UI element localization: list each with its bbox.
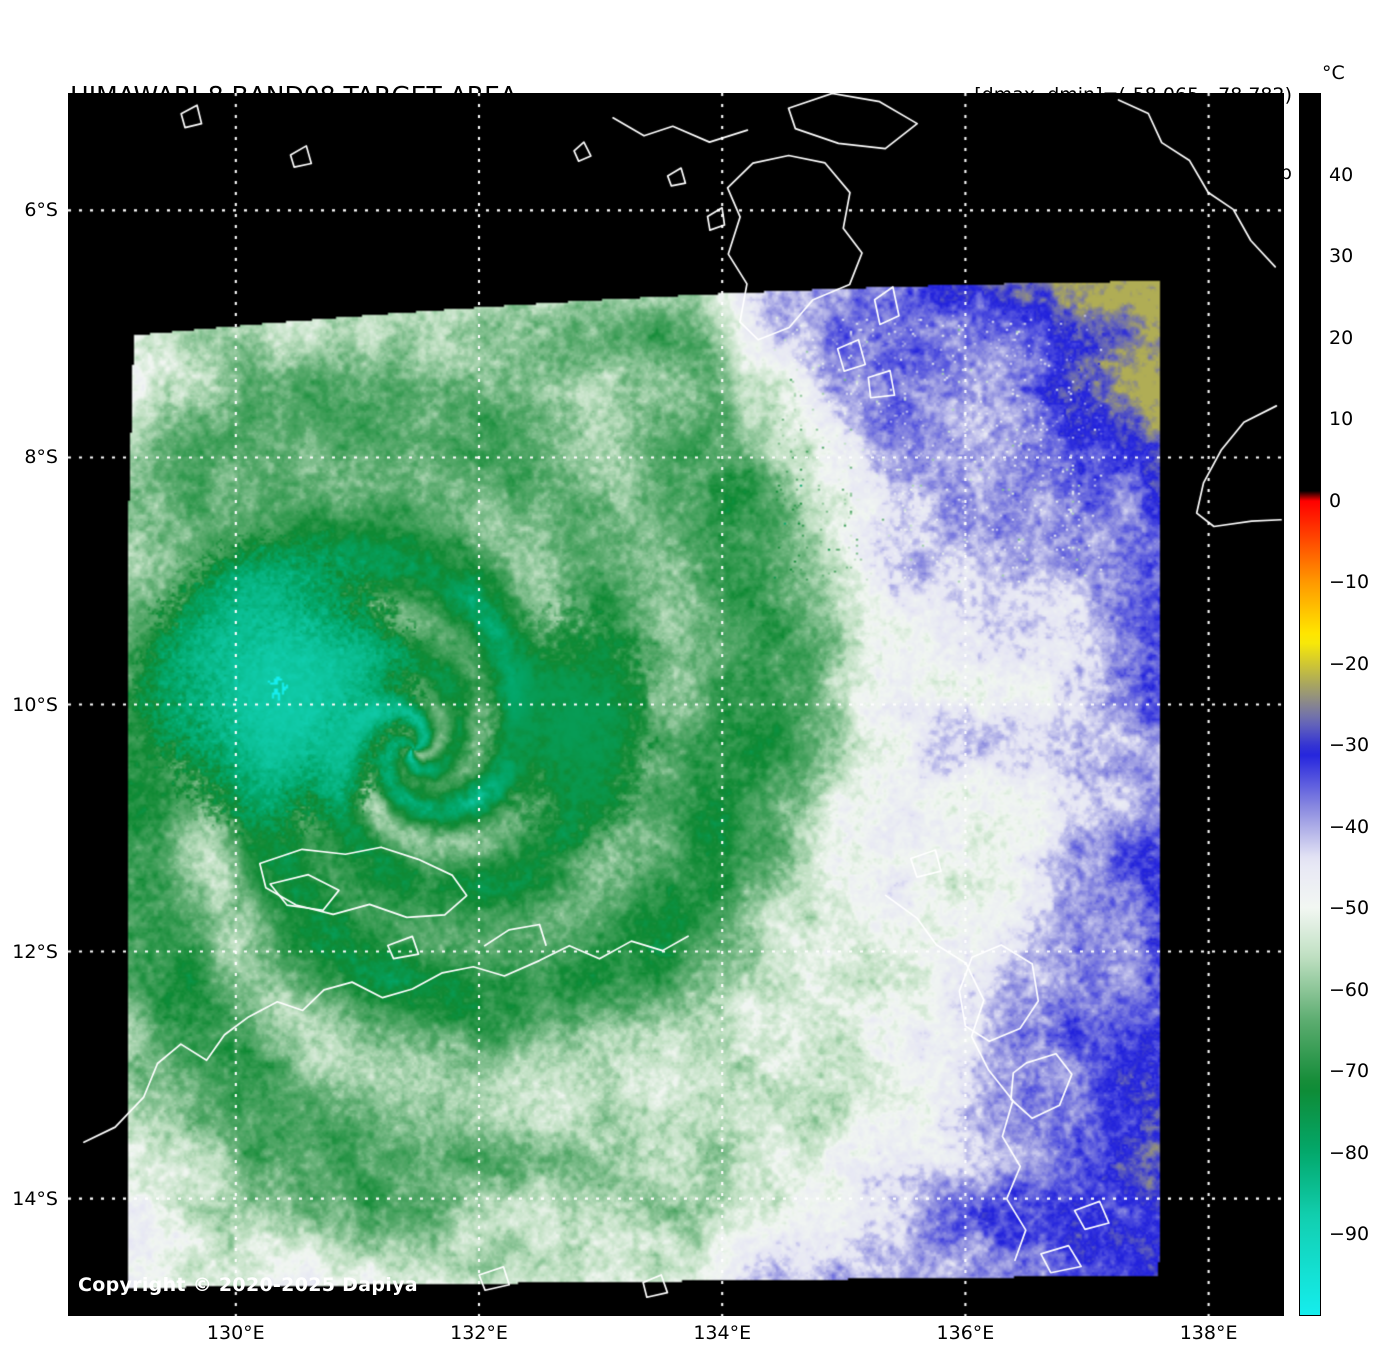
colorbar-tick-label: −50 bbox=[1329, 897, 1370, 920]
colorbar-tick-label: −70 bbox=[1329, 1060, 1370, 1083]
colorbar-tick-label: −40 bbox=[1329, 815, 1370, 838]
colorbar-gradient bbox=[1300, 94, 1320, 1315]
colorbar-tick-label: −20 bbox=[1329, 652, 1370, 675]
colorbar bbox=[1299, 93, 1321, 1316]
colorbar-tick-label: 30 bbox=[1329, 245, 1354, 268]
colorbar-tick-label: 20 bbox=[1329, 326, 1354, 349]
x-axis-tick-label: 134°E bbox=[693, 1322, 752, 1344]
y-axis-tick-label: 10°S bbox=[12, 693, 58, 716]
x-axis-tick-label: 130°E bbox=[206, 1322, 265, 1344]
x-axis-tick-label: 136°E bbox=[936, 1322, 995, 1344]
colorbar-tick-label: −80 bbox=[1329, 1141, 1370, 1164]
satellite-plot: Copyright © 2020-2025 Dapiya bbox=[68, 93, 1284, 1316]
colorbar-unit-label: °C bbox=[1322, 62, 1345, 84]
satellite-imagery bbox=[68, 93, 1284, 1316]
copyright-notice: Copyright © 2020-2025 Dapiya bbox=[78, 1274, 418, 1296]
y-axis-tick-label: 14°S bbox=[12, 1187, 58, 1210]
colorbar-tick-label: −90 bbox=[1329, 1223, 1370, 1246]
x-axis-tick-label: 132°E bbox=[450, 1322, 508, 1344]
colorbar-tick-label: −10 bbox=[1329, 571, 1370, 594]
y-axis-tick-label: 8°S bbox=[24, 446, 58, 469]
colorbar-tick-label: 40 bbox=[1329, 163, 1354, 186]
colorbar-tick-label: −30 bbox=[1329, 734, 1370, 757]
y-axis-tick-label: 6°S bbox=[24, 199, 58, 222]
colorbar-tick-label: 0 bbox=[1329, 489, 1342, 512]
colorbar-tick-label: 10 bbox=[1329, 408, 1354, 431]
y-axis-tick-label: 12°S bbox=[12, 940, 58, 963]
x-axis-tick-label: 138°E bbox=[1179, 1322, 1238, 1344]
colorbar-tick-label: −60 bbox=[1329, 978, 1370, 1001]
